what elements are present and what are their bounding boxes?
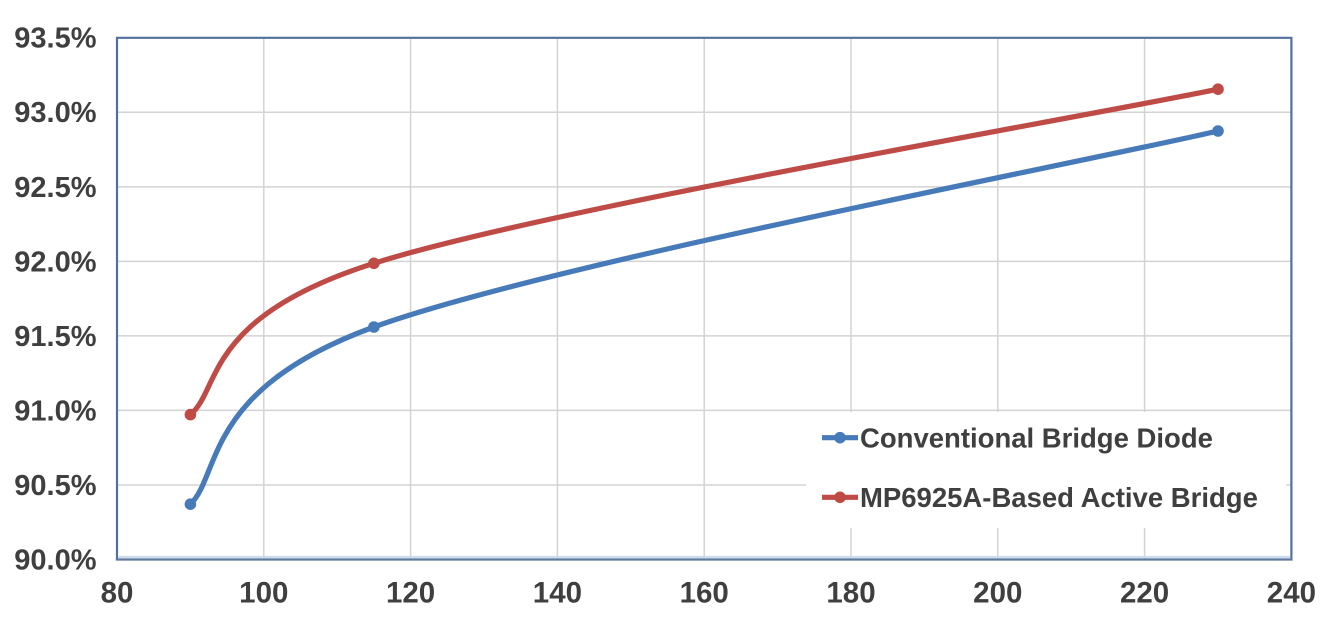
svg-text:90.0%: 90.0% xyxy=(14,544,96,576)
svg-text:Conventional Bridge Diode: Conventional Bridge Diode xyxy=(860,423,1213,454)
svg-text:100: 100 xyxy=(239,577,288,610)
svg-text:160: 160 xyxy=(680,577,729,610)
svg-text:200: 200 xyxy=(973,577,1022,610)
svg-text:180: 180 xyxy=(826,577,875,610)
svg-text:93.0%: 93.0% xyxy=(14,97,96,129)
svg-text:91.5%: 91.5% xyxy=(14,321,96,353)
svg-text:90.5%: 90.5% xyxy=(14,470,96,502)
svg-text:220: 220 xyxy=(1120,577,1169,610)
svg-text:80: 80 xyxy=(101,577,134,610)
svg-text:120: 120 xyxy=(386,577,435,610)
svg-text:MP6925A-Based Active Bridge: MP6925A-Based Active Bridge xyxy=(860,482,1258,513)
svg-text:91.0%: 91.0% xyxy=(14,395,96,427)
svg-text:93.5%: 93.5% xyxy=(14,23,96,55)
svg-text:240: 240 xyxy=(1267,577,1316,610)
svg-text:92.5%: 92.5% xyxy=(14,172,96,204)
svg-text:92.0%: 92.0% xyxy=(14,246,96,278)
svg-text:140: 140 xyxy=(533,577,582,610)
